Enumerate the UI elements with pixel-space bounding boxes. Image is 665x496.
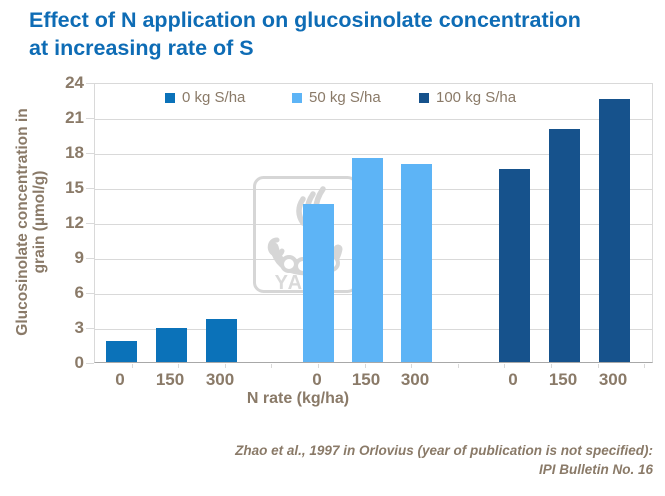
legend-item-100-kg-s-ha: 100 kg S/ha: [419, 89, 516, 106]
y-tick-mark-18: [86, 152, 94, 154]
legend-label-100-kg-s-ha: 100 kg S/ha: [436, 89, 517, 106]
y-tick-label-3: 3: [74, 318, 84, 337]
bar-50-kg-s-ha-n150: [351, 158, 383, 362]
chart-title: Effect of N application on glucosinolate…: [29, 6, 654, 62]
legend-label-50-kg-s-ha: 50 kg S/ha: [309, 89, 381, 106]
x-cat-label-50-kg-s-ha-300: 300: [400, 370, 430, 389]
bar-50-kg-s-ha-n0: [302, 204, 334, 362]
y-tick-label-0: 0: [74, 353, 84, 372]
x-tick-mark-10: [598, 364, 599, 368]
y-axis-title-line1: Glucosinolate concentration in: [14, 108, 31, 336]
x-cat-label-0-kg-s-ha-150: 150: [155, 370, 185, 389]
gridline-21: [95, 118, 652, 120]
x-tick-mark-9: [551, 364, 552, 368]
legend-marker-icon-100-kg-s-ha: [419, 92, 429, 103]
legend-item-50-kg-s-ha: 50 kg S/ha: [292, 89, 381, 106]
chart-title-line2: at increasing rate of S: [29, 36, 254, 60]
y-tick-label-24: 24: [65, 73, 84, 92]
y-tick-label-6: 6: [74, 283, 84, 302]
y-tick-label-18: 18: [65, 143, 84, 162]
source-citation-line1: Zhao et al., 1997 in Orlovius (year of p…: [235, 443, 653, 458]
source-citation: Zhao et al., 1997 in Orlovius (year of p…: [93, 441, 653, 479]
y-tick-mark-12: [86, 222, 94, 224]
y-tick-mark-24: [86, 82, 94, 84]
x-cat-label-100-kg-s-ha-150: 150: [548, 370, 578, 389]
x-cat-label-50-kg-s-ha-0: 0: [312, 370, 322, 389]
x-cat-label-100-kg-s-ha-300: 300: [598, 370, 628, 389]
bar-100-kg-s-ha-n0: [498, 169, 530, 362]
y-tick-label-12: 12: [65, 213, 84, 232]
y-tick-mark-3: [86, 327, 94, 329]
bar-0-kg-s-ha-n150: [155, 328, 187, 362]
legend-marker-icon-50-kg-s-ha: [292, 92, 302, 103]
y-tick-mark-6: [86, 292, 94, 294]
y-tick-mark-15: [86, 187, 94, 189]
x-cat-label-50-kg-s-ha-150: 150: [351, 370, 381, 389]
bar-0-kg-s-ha-n0: [105, 341, 137, 362]
y-tick-mark-9: [86, 257, 94, 259]
x-tick-mark-5: [365, 364, 366, 368]
y-tick-label-9: 9: [74, 248, 84, 267]
x-tick-mark-11: [644, 364, 645, 368]
x-tick-mark-7: [458, 364, 459, 368]
x-cat-label-100-kg-s-ha-0: 0: [508, 370, 518, 389]
chart-title-line1: Effect of N application on glucosinolate…: [29, 8, 581, 32]
x-axis-title: N rate (kg/ha): [246, 390, 350, 407]
plot-area: YARA: [94, 83, 653, 363]
x-tick-mark-2: [225, 364, 226, 368]
y-tick-mark-21: [86, 117, 94, 119]
legend-label-0-kg-s-ha: 0 kg S/ha: [182, 89, 246, 106]
y-tick-label-15: 15: [65, 178, 84, 197]
x-tick-mark-0: [132, 364, 133, 368]
x-tick-mark-3: [271, 364, 272, 368]
y-tick-label-21: 21: [65, 108, 84, 127]
legend-item-0-kg-s-ha: 0 kg S/ha: [165, 89, 245, 106]
bar-100-kg-s-ha-n150: [548, 129, 580, 362]
x-tick-mark-8: [504, 364, 505, 368]
source-citation-line2: IPI Bulletin No. 16: [538, 462, 653, 477]
bar-0-kg-s-ha-n300: [205, 319, 237, 362]
bar-100-kg-s-ha-n300: [598, 99, 630, 362]
bar-50-kg-s-ha-n300: [400, 164, 432, 362]
y-tick-mark-0: [86, 362, 94, 364]
gridline-18: [95, 153, 652, 155]
x-cat-label-0-kg-s-ha-300: 300: [205, 370, 235, 389]
x-tick-mark-4: [318, 364, 319, 368]
legend-marker-icon-0-kg-s-ha: [165, 92, 175, 103]
x-tick-mark-1: [178, 364, 179, 368]
x-tick-mark-6: [411, 364, 412, 368]
x-cat-label-0-kg-s-ha-0: 0: [115, 370, 125, 389]
